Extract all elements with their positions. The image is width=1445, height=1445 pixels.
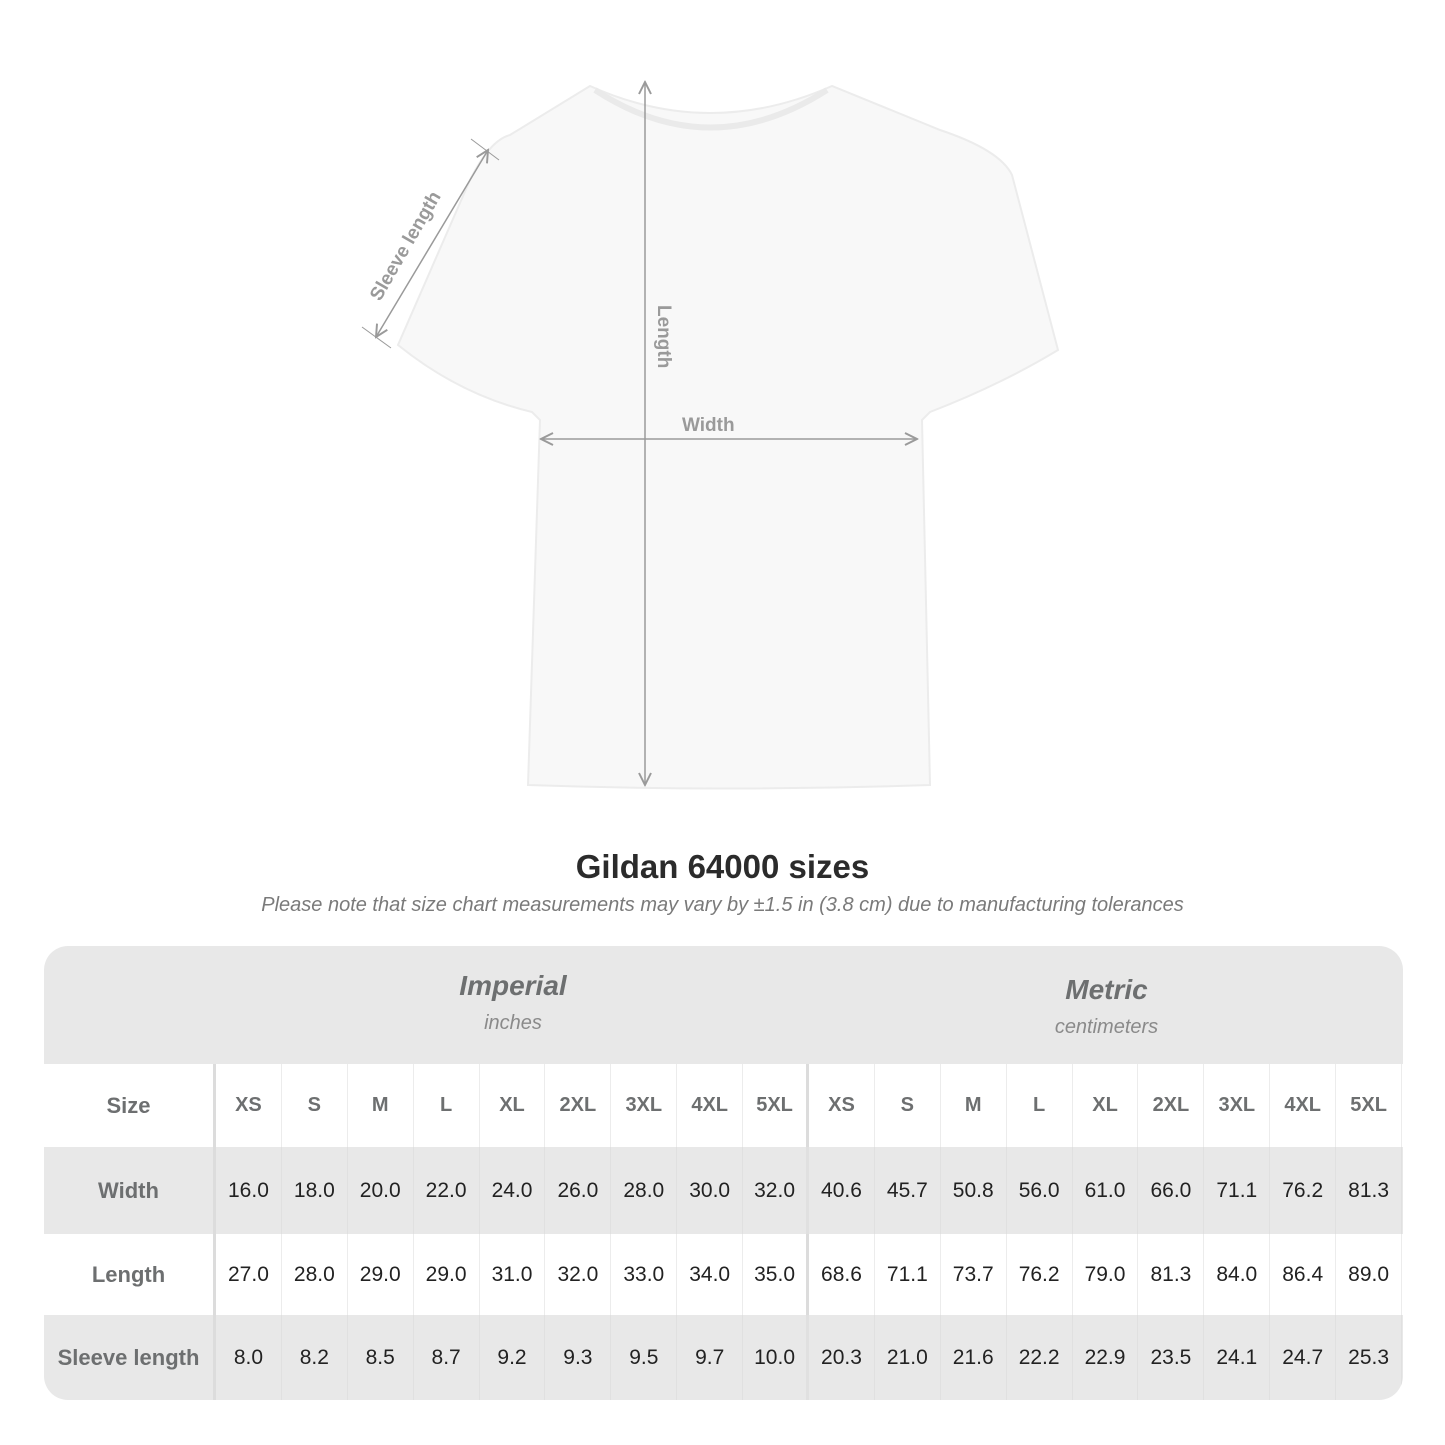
table-row: Length 27.0 28.0 29.0 29.0 31.0 32.0 33.0 34.0 3…: [44, 1234, 1403, 1315]
table-row: Sleeve length 8.0 8.2 8.5 8.7 9.2 9.3 9.5 9.7 10…: [44, 1315, 1403, 1400]
value-cell: 81.3: [1138, 1234, 1205, 1315]
value-cell: 21.6: [941, 1315, 1007, 1400]
value-cell: 24.7: [1270, 1315, 1337, 1400]
value-cell: 86.4: [1270, 1234, 1337, 1315]
value-cell: 22.2: [1007, 1315, 1073, 1400]
value-cell: 10.0: [743, 1315, 810, 1400]
value-cell: 25.3: [1336, 1315, 1403, 1400]
value-cell: 32.0: [545, 1234, 612, 1315]
value-cell: 23.5: [1138, 1315, 1205, 1400]
value-cell: 29.0: [414, 1234, 480, 1315]
value-cell: 22.9: [1073, 1315, 1139, 1400]
size-header-cell: XL: [480, 1064, 546, 1147]
value-cell: 28.0: [611, 1147, 678, 1234]
value-cell: 40.6: [809, 1147, 875, 1234]
value-cell: 20.0: [348, 1147, 414, 1234]
value-cell: 84.0: [1204, 1234, 1271, 1315]
size-header-cell: XS: [809, 1064, 875, 1147]
tolerance-note: Please note that size chart measurements…: [261, 894, 1184, 916]
value-cell: 81.3: [1336, 1147, 1403, 1234]
size-header-cell: L: [414, 1064, 480, 1147]
value-cell: 68.6: [809, 1234, 875, 1315]
value-cell: 20.3: [809, 1315, 875, 1400]
size-header-cell: 5XL: [743, 1064, 810, 1147]
value-cell: 50.8: [941, 1147, 1007, 1234]
size-header-cell: 3XL: [611, 1064, 678, 1147]
size-header-cell: XL: [1073, 1064, 1139, 1147]
size-header-cell: 2XL: [1138, 1064, 1205, 1147]
value-cell: 8.5: [348, 1315, 414, 1400]
value-cell: 56.0: [1007, 1147, 1073, 1234]
sleeve-arrow: [376, 150, 488, 337]
size-header-cell: M: [941, 1064, 1007, 1147]
page-title: Gildan 64000 sizes: [575, 848, 870, 885]
width-label: Width: [682, 415, 735, 436]
value-cell: 24.1: [1204, 1315, 1271, 1400]
value-cell: 71.1: [875, 1234, 941, 1315]
value-cell: 24.0: [480, 1147, 546, 1234]
imperial-header: Imperial inches: [216, 970, 810, 1088]
value-cell: 32.0: [743, 1147, 810, 1234]
tshirt-diagram: Sleeve length Length Width: [361, 0, 1060, 790]
table-row: Width 16.0 18.0 20.0 22.0 24.0 26.0 28.0 30.0 32…: [44, 1147, 1403, 1234]
row-label: Sleeve length: [44, 1315, 216, 1400]
value-cell: 73.7: [941, 1234, 1007, 1315]
value-cell: 9.2: [480, 1315, 546, 1400]
size-row: Size XS S M L XL 2XL 3XL 4XL 5XL XS S M L XL 2XL 3XL 4XL…: [44, 1064, 1403, 1147]
value-cell: 45.7: [875, 1147, 941, 1234]
value-cell: 29.0: [348, 1234, 414, 1315]
row-label: Size: [44, 1064, 216, 1147]
value-cell: 9.3: [545, 1315, 612, 1400]
tshirt-shape: [396, 84, 1060, 790]
value-cell: 9.5: [611, 1315, 678, 1400]
value-cell: 79.0: [1073, 1234, 1139, 1315]
row-label: Width: [44, 1147, 216, 1234]
size-header-cell: M: [348, 1064, 414, 1147]
value-cell: 21.0: [875, 1315, 941, 1400]
value-cell: 18.0: [282, 1147, 348, 1234]
value-cell: 33.0: [611, 1234, 678, 1315]
size-header-cell: 2XL: [545, 1064, 612, 1147]
imperial-title: Imperial: [459, 970, 567, 1001]
size-header-cell: 3XL: [1204, 1064, 1271, 1147]
metric-unit: centimeters: [1054, 1016, 1159, 1038]
length-label: Length: [653, 305, 674, 368]
value-cell: 71.1: [1204, 1147, 1271, 1234]
imperial-unit: inches: [484, 1012, 542, 1034]
value-cell: 34.0: [677, 1234, 744, 1315]
metric-header: Metric centimeters: [810, 974, 1403, 1092]
value-cell: 8.0: [216, 1315, 282, 1400]
value-cell: 31.0: [480, 1234, 546, 1315]
value-cell: 9.7: [677, 1315, 744, 1400]
value-cell: 61.0: [1073, 1147, 1139, 1234]
row-label: Length: [44, 1234, 216, 1315]
value-cell: 66.0: [1138, 1147, 1205, 1234]
value-cell: 35.0: [743, 1234, 810, 1315]
value-cell: 76.2: [1007, 1234, 1073, 1315]
value-cell: 8.7: [414, 1315, 480, 1400]
value-cell: 27.0: [216, 1234, 282, 1315]
value-cell: 26.0: [545, 1147, 612, 1234]
value-cell: 89.0: [1336, 1234, 1403, 1315]
value-cell: 16.0: [216, 1147, 282, 1234]
size-header-cell: S: [282, 1064, 348, 1147]
value-cell: 76.2: [1270, 1147, 1337, 1234]
size-header-cell: 5XL: [1336, 1064, 1403, 1147]
size-header-cell: 4XL: [677, 1064, 744, 1147]
size-header-cell: XS: [216, 1064, 282, 1147]
value-cell: 30.0: [677, 1147, 744, 1234]
value-cell: 28.0: [282, 1234, 348, 1315]
value-cell: 22.0: [414, 1147, 480, 1234]
size-header-cell: 4XL: [1270, 1064, 1337, 1147]
size-header-cell: S: [875, 1064, 941, 1147]
value-cell: 8.2: [282, 1315, 348, 1400]
metric-title: Metric: [1065, 974, 1148, 1005]
size-header-cell: L: [1007, 1064, 1073, 1147]
size-table: Imperial inches Metric centimeters Size …: [44, 946, 1403, 1400]
